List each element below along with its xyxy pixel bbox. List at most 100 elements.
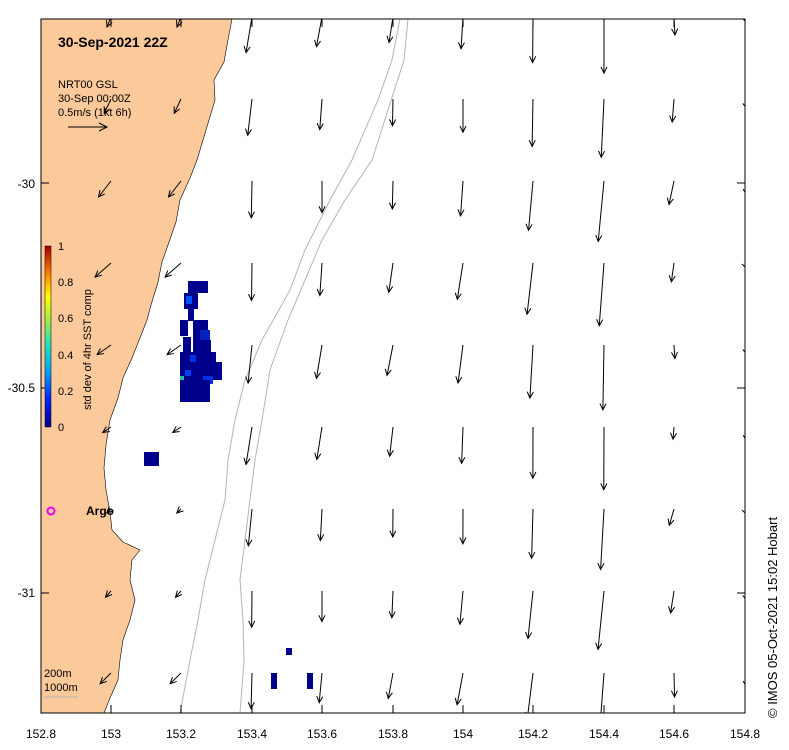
sst-pixel [190,355,196,363]
current-arrow [527,590,534,639]
coastline-land [41,19,233,713]
current-arrow-head [248,620,256,629]
current-arrow [105,590,112,598]
current-arrow-head [101,426,110,434]
current-arrow-head [458,456,466,465]
current-arrow-head [741,263,745,268]
x-tick-label: 153.4 [237,727,267,741]
current-arrow [245,19,253,53]
current-arrow-head [741,509,745,514]
current-arrow-head [668,275,676,283]
current-arrow-head [670,690,678,699]
current-arrow [670,262,675,282]
x-tick-label: 153 [101,727,121,741]
isobath-1000m [239,19,409,713]
current-arrow-head [742,103,745,108]
current-arrow-head [742,19,745,22]
current-arrow-head [104,590,113,599]
current-arrow-head [742,680,745,685]
current-arrow-head [455,376,463,385]
current-arrow [173,98,182,114]
y-tick-label: -30 [18,177,36,191]
current-arrow [247,344,253,384]
current-arrow-head [106,19,113,29]
x-tick-label: 153.8 [378,727,408,741]
current-arrow-head [247,211,255,219]
current-arrow-head [595,234,603,243]
current-arrow-head [171,426,180,434]
colorbar: 0 0.2 0.4 0.6 0.8 1 std dev of 4hr SST c… [44,241,94,434]
current-arrow-head [103,106,111,115]
current-arrow-head [245,539,253,547]
current-arrow [600,672,605,713]
current-arrow-head [97,190,106,198]
current-arrow-head [176,19,183,29]
current-arrow [459,590,464,625]
y-axis-labels: -30 -30.5 -31 [8,177,36,600]
current-arrow-head [742,188,745,193]
current-arrow-head [669,115,677,124]
current-arrow-head [595,642,603,651]
sst-pixel [193,340,211,354]
current-arrow [250,262,253,301]
current-arrow [529,344,534,399]
current-arrow-head [525,223,533,232]
current-arrow [318,672,323,703]
current-arrow-head [600,483,608,491]
current-arrow [102,426,112,433]
current-arrow-head [454,697,462,706]
current-arrow-head [459,537,467,545]
sst-stddev-pixels [144,281,313,689]
x-tick-label: 153.2 [166,727,196,741]
sst-pixel [307,673,313,689]
current-arrow [388,19,394,43]
current-arrow [526,262,534,315]
current-arrow-head [318,615,326,623]
x-tick-label: 154.4 [589,727,619,741]
current-arrow-head [314,39,321,48]
current-arrow [316,426,323,460]
current-arrow [103,98,112,114]
current-arrow [169,672,182,685]
sst-pixel [185,370,191,376]
x-tick-label: 154 [453,727,473,741]
current-arrow-head [94,270,102,278]
current-arrow-head [248,293,256,302]
current-arrow-head [105,506,114,514]
current-arrow [168,180,182,198]
current-arrow-head [243,457,251,466]
current-arrow-head [316,695,324,704]
current-vectors [94,19,745,713]
current-arrow-head [529,56,537,64]
current-arrow [176,19,181,28]
current-arrow-head [388,202,396,211]
current-arrow-head [529,471,537,480]
current-arrow [175,590,182,598]
current-arrow-head [318,206,326,214]
product-name: NRT00 GSL [58,79,118,91]
current-arrow-head [596,318,604,327]
sst-pixel [180,380,210,402]
x-tick-label: 153.6 [307,727,337,741]
current-arrow-head [316,288,324,297]
x-tick-label: 154.6 [659,727,689,741]
current-arrow-head [313,371,321,380]
current-arrow [668,180,675,205]
y-tick-label: -31 [18,586,36,600]
colorbar-tick: 0.8 [58,277,73,289]
sst-pixel [144,452,159,466]
current-arrow-head [169,676,177,685]
current-arrow [673,344,676,359]
colorbar-tick: 1 [58,241,64,253]
current-arrow [672,426,675,440]
current-arrow [391,180,394,209]
isobath-200m [179,19,401,713]
current-arrow [597,180,605,242]
isobath-200m-label: 200m [44,668,72,680]
current-arrow [460,180,464,216]
current-arrow [250,672,253,709]
current-arrow-head [316,122,324,131]
colorbar-tick: 0.4 [58,350,73,362]
current-arrow [528,180,534,231]
